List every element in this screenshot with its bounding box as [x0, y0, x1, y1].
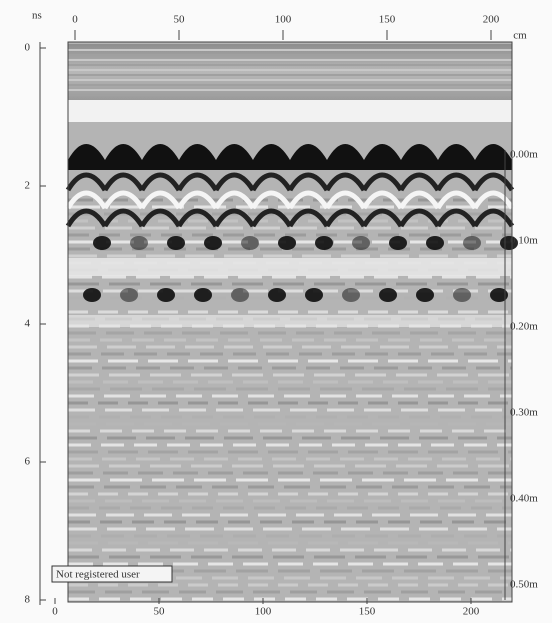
point-reflector — [490, 288, 508, 302]
plot-frame — [67, 41, 513, 603]
point-reflector — [352, 236, 370, 250]
right-tick-label: 0.00m — [510, 149, 538, 161]
watermark-box — [51, 565, 173, 583]
radargram-texture — [65, 44, 518, 601]
point-reflector — [416, 288, 434, 302]
point-reflector — [157, 288, 175, 302]
point-reflector — [389, 236, 407, 250]
point-reflector — [463, 236, 481, 250]
right-tick-label: 0.20m — [510, 321, 538, 333]
left-tick-label: 8 — [25, 594, 31, 606]
point-reflector — [241, 236, 259, 250]
pale-band — [68, 315, 512, 327]
left-tick-label: 6 — [25, 456, 31, 468]
bottom-tick-label: 100 — [255, 606, 272, 618]
top-end-unit: cm — [513, 30, 527, 42]
left-tick-label: 4 — [25, 318, 31, 330]
point-reflector — [167, 236, 185, 250]
watermark: Not registered user — [56, 569, 140, 581]
point-reflector — [453, 288, 471, 302]
bottom-tick-label: 200 — [463, 606, 480, 618]
right-tick-label: 0.50m — [510, 579, 538, 591]
right-tick-label: 0.10m — [510, 235, 538, 247]
white-band — [68, 258, 512, 276]
bottom-tick-label: 50 — [154, 606, 166, 618]
point-reflector — [194, 288, 212, 302]
point-reflector — [93, 236, 111, 250]
point-reflector — [305, 288, 323, 302]
top-unit: ns — [32, 10, 42, 22]
top-tick-label: 150 — [379, 14, 396, 26]
point-reflector — [379, 288, 397, 302]
point-reflector — [278, 236, 296, 250]
left-tick-label: 0 — [25, 42, 31, 54]
top-tick-label: 200 — [483, 14, 500, 26]
right-tick-label: 0.30m — [510, 407, 538, 419]
point-reflector — [204, 236, 222, 250]
top-tick-label: 0 — [72, 14, 78, 26]
top-tick-label: 50 — [174, 14, 186, 26]
surface-band — [68, 44, 512, 100]
point-reflector — [120, 288, 138, 302]
left-tick-label: 2 — [25, 180, 31, 192]
bottom-tick-label: 0 — [52, 606, 58, 618]
point-reflector — [342, 288, 360, 302]
hyperbola — [65, 172, 515, 192]
top-tick-label: 100 — [275, 14, 292, 26]
air-gap — [68, 100, 512, 122]
hyperbola — [65, 208, 515, 228]
axes: ns cm 0 50 100 150 200 0 2 4 6 8 0.00m 0.10m 0.20m 0.30… — [25, 10, 539, 618]
point-reflector — [426, 236, 444, 250]
right-tick-label: 0.40m — [510, 493, 538, 505]
reflection-dark — [68, 144, 512, 170]
point-reflector — [315, 236, 333, 250]
point-reflector — [130, 236, 148, 250]
bottom-tick-label: 150 — [359, 606, 376, 618]
point-reflector — [268, 288, 286, 302]
point-reflector — [83, 288, 101, 302]
point-reflector — [231, 288, 249, 302]
hyperbola — [65, 190, 515, 210]
